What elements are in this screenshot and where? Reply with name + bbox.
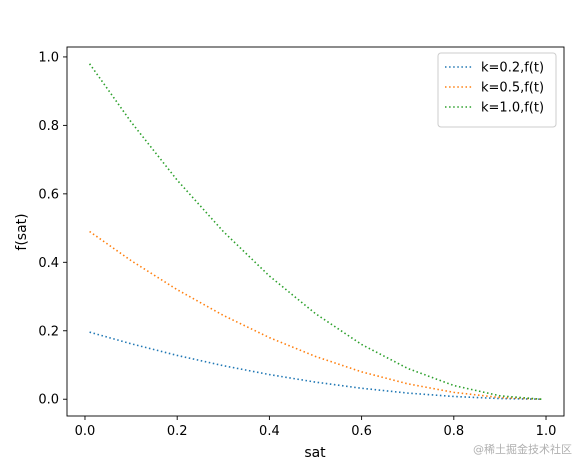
y-tick-label: 0.8: [38, 119, 59, 134]
y-tick-label: 0.6: [38, 187, 59, 202]
legend-label: k=1.0,f(t): [481, 101, 544, 116]
x-tick-label: 0.0: [75, 424, 96, 439]
legend-box: [437, 52, 557, 128]
y-tick-label: 0.4: [38, 256, 59, 271]
series-line: [89, 230, 542, 401]
x-tick-label: 0.6: [351, 424, 372, 439]
series-line: [89, 331, 542, 401]
y-axis-ticks: 0.0 0.2 0.4 0.6 0.8 1.0: [38, 50, 67, 408]
x-tick-label: 0.8: [443, 424, 464, 439]
legend-label: k=0.2,f(t): [481, 61, 544, 76]
x-axis-label: sat: [304, 445, 326, 461]
legend: k=0.2,f(t) k=0.5,f(t) k=1.0,f(t): [437, 52, 557, 128]
y-tick-label: 1.0: [38, 50, 59, 65]
watermark: @稀土掘金技术社区: [473, 443, 572, 456]
y-tick-label: 0.0: [38, 393, 59, 408]
x-tick-label: 0.2: [167, 424, 188, 439]
x-axis-ticks: 0.0 0.2 0.4 0.6 0.8 1.0: [75, 416, 557, 439]
y-tick-label: 0.2: [38, 324, 59, 339]
legend-label: k=0.5,f(t): [481, 81, 544, 96]
series-layer: [88, 63, 542, 401]
y-axis-label: f(sat): [14, 213, 30, 250]
x-tick-label: 1.0: [536, 424, 557, 439]
plot-frame: [66, 46, 565, 417]
x-tick-label: 0.4: [259, 424, 280, 439]
